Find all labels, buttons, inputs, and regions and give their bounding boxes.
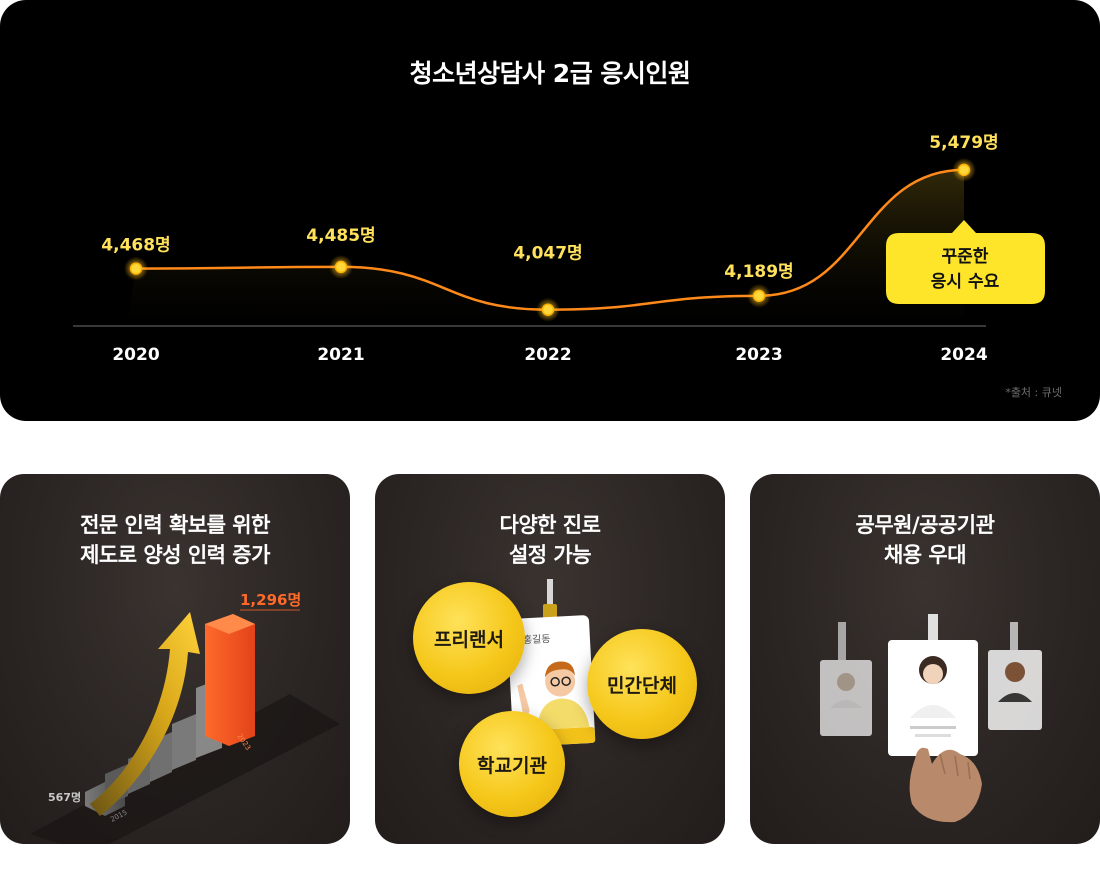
data-point-2022 — [541, 303, 555, 316]
badge-name: 홍길동 — [523, 632, 551, 646]
x-tick-2023: 2023 — [735, 345, 782, 365]
value-label-2020: 4,468명 — [101, 236, 170, 256]
id-cards-illustration — [820, 614, 1042, 823]
callout-line-2: 응시 수요 — [931, 272, 1000, 292]
x-tick-2020: 2020 — [112, 345, 159, 365]
id-card-right — [988, 622, 1042, 730]
bar-5 — [172, 714, 196, 770]
end-value-label: 1,296명 — [240, 591, 301, 609]
bubble-school: 학교기관 — [459, 711, 565, 817]
card-growth-title-line1: 전문 인력 확보를 위한 — [80, 513, 270, 537]
callout-line-1: 꾸준한 — [942, 247, 989, 267]
callout-badge: 꾸준한 응시 수요 — [886, 220, 1045, 304]
data-point-2023 — [752, 289, 766, 303]
card-career: 다양한 진로 설정 가능 홍길동 프리랜서 민간단체 학교기관 — [375, 474, 725, 844]
start-value-label: 567명 — [48, 790, 81, 804]
value-label-2024: 5,479명 — [929, 133, 998, 153]
chart-title: 청소년상담사 2급 응시인원 — [409, 59, 691, 88]
value-label-2023: 4,189명 — [724, 262, 793, 282]
card-public-title: 공무원/공공기관 채용 우대 — [750, 510, 1100, 570]
id-card-center — [888, 614, 978, 756]
area-fill — [128, 169, 964, 318]
applicants-chart-panel: 청소년상담사 2급 응시인원 4,468명 4,485명 4,047명 4,189명 5… — [0, 0, 1100, 421]
id-card-left — [820, 622, 872, 736]
line-chart: 4,468명 4,485명 4,047명 4,189명 5,479명 2020 2021 2… — [73, 133, 1045, 365]
source-note: *출처 : 큐넷 — [1005, 386, 1062, 399]
value-label-2022: 4,047명 — [513, 244, 582, 264]
card-career-title-line2: 설정 가능 — [508, 543, 592, 567]
character-avatar — [517, 661, 590, 730]
card-public-title-line1: 공무원/공공기관 — [855, 513, 995, 537]
bar-2023 — [205, 614, 255, 746]
card-growth: 전문 인력 확보를 위한 제도로 양성 인력 증가 — [0, 474, 350, 844]
card-growth-title: 전문 인력 확보를 위한 제도로 양성 인력 증가 — [0, 510, 350, 570]
value-label-2021: 4,485명 — [306, 226, 375, 246]
data-point-2024 — [957, 163, 971, 177]
bubble-freelancer: 프리랜서 — [413, 582, 525, 694]
x-tick-2021: 2021 — [317, 345, 364, 365]
data-point-2021 — [334, 260, 348, 274]
data-point-2020 — [129, 262, 143, 275]
card-growth-title-line2: 제도로 양성 인력 증가 — [80, 543, 270, 567]
x-tick-2024: 2024 — [940, 345, 987, 365]
card-career-title-line1: 다양한 진로 — [499, 513, 601, 537]
card-career-title: 다양한 진로 설정 가능 — [375, 510, 725, 570]
card-public-sector: 공무원/공공기관 채용 우대 — [750, 474, 1100, 844]
hand-icon — [909, 747, 982, 823]
growth-illustration: 567명 1,296명 2015 2023 — [30, 591, 340, 844]
x-tick-2022: 2022 — [524, 345, 571, 365]
rising-arrow-icon — [90, 612, 200, 816]
card-public-title-line2: 채용 우대 — [883, 543, 967, 567]
bubble-private-org: 민간단체 — [587, 629, 697, 739]
